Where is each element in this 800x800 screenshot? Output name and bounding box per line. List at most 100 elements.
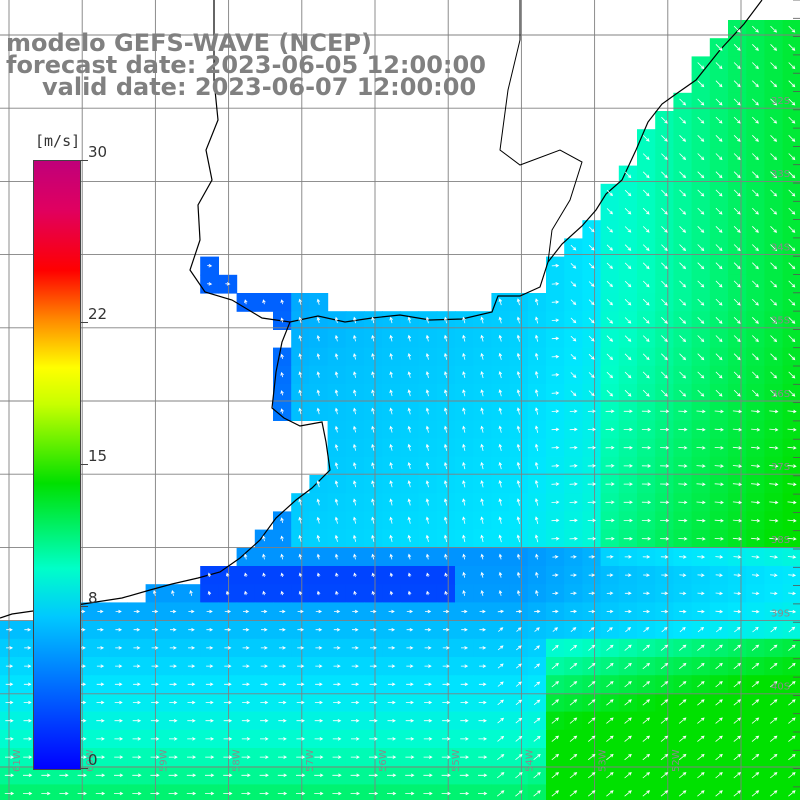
wind-arrow	[696, 500, 706, 505]
wind-arrow	[697, 226, 705, 233]
wind-arrow	[296, 755, 306, 759]
wind-arrow	[151, 627, 159, 632]
wind-arrow	[570, 244, 577, 251]
wind-arrow	[241, 737, 251, 741]
wind-arrow	[515, 609, 523, 614]
wind-arrow	[480, 389, 484, 397]
colorbar-tick-label: 0	[88, 751, 98, 769]
wind-arrow	[661, 226, 668, 233]
wind-arrow	[207, 263, 213, 268]
wind-arrow	[660, 644, 669, 651]
wind-arrow	[497, 681, 504, 687]
wind-arrow	[498, 407, 502, 415]
wind-arrow	[551, 644, 559, 651]
wind-arrow	[696, 537, 706, 541]
wind-arrow	[751, 537, 761, 541]
speed-cell	[709, 748, 729, 767]
wind-arrow	[661, 609, 669, 614]
wind-arrow	[715, 335, 723, 343]
wind-arrow	[733, 25, 741, 33]
wind-arrow	[480, 534, 484, 543]
wind-arrow	[333, 646, 341, 650]
speed-cell	[691, 748, 711, 767]
wind-arrow	[697, 335, 705, 343]
wind-arrow	[733, 116, 741, 124]
wind-arrow	[5, 755, 15, 759]
wind-arrow	[480, 352, 484, 360]
wind-arrow	[426, 590, 430, 596]
wind-arrow	[498, 298, 503, 306]
wind-arrow	[715, 207, 723, 215]
wind-arrow	[97, 627, 104, 632]
wind-arrow	[515, 790, 523, 797]
colorbar-tick-label: 15	[88, 447, 108, 465]
wind-arrow	[478, 682, 487, 687]
wind-arrow	[587, 753, 596, 761]
speed-cell	[709, 784, 729, 800]
wind-arrow	[751, 409, 761, 414]
wind-arrow	[751, 555, 760, 559]
wind-arrow	[751, 446, 761, 450]
wind-arrow	[369, 755, 379, 759]
wind-arrow	[715, 153, 723, 161]
wind-arrow	[353, 443, 357, 451]
speed-cell	[746, 693, 765, 713]
wind-arrow	[389, 534, 393, 542]
wind-arrow	[752, 244, 759, 252]
speed-cell	[673, 748, 693, 767]
wind-arrow	[787, 537, 797, 541]
wind-arrow	[353, 353, 357, 360]
wind-arrow	[788, 662, 796, 670]
speed-cell	[527, 675, 547, 694]
wind-arrow	[314, 791, 324, 796]
wind-arrow	[334, 389, 339, 397]
wind-arrow	[715, 262, 723, 270]
wind-arrow	[733, 44, 741, 51]
wind-arrow	[715, 389, 723, 397]
wind-arrow	[498, 316, 503, 324]
wind-arrow	[280, 353, 284, 360]
wind-arrow	[715, 280, 723, 288]
wind-arrow	[678, 536, 688, 541]
wind-arrow	[733, 735, 742, 742]
wind-arrow	[444, 371, 448, 379]
wind-arrow	[588, 226, 595, 233]
wind-arrow	[150, 718, 160, 723]
wind-arrow	[114, 737, 124, 741]
speed-cell	[618, 620, 638, 640]
wind-arrow	[371, 516, 375, 524]
wind-arrow	[407, 316, 412, 324]
wind-arrow	[332, 773, 342, 778]
wind-arrow	[152, 609, 159, 614]
wind-arrow	[570, 299, 577, 306]
wind-arrow	[769, 609, 778, 614]
longitude-label: 59W	[158, 749, 169, 772]
wind-arrow	[535, 589, 539, 597]
speed-cell	[655, 638, 674, 658]
wind-arrow	[407, 534, 411, 542]
wind-arrow	[641, 445, 652, 450]
wind-arrow	[459, 791, 470, 796]
wind-arrow	[298, 298, 302, 305]
wind-arrow	[441, 773, 451, 778]
wind-arrow	[605, 464, 615, 468]
wind-arrow	[606, 244, 613, 251]
wind-arrow	[642, 280, 650, 288]
wind-arrow	[569, 644, 578, 651]
wind-arrow	[696, 464, 706, 468]
speed-cell	[546, 657, 565, 676]
wind-arrow	[334, 353, 339, 360]
wind-arrow	[788, 681, 796, 688]
wind-arrow	[5, 718, 14, 723]
wind-arrow	[769, 482, 779, 487]
speed-cell	[400, 784, 420, 800]
speed-cell	[782, 129, 800, 148]
speed-cell	[673, 620, 693, 640]
wind-arrow	[534, 516, 539, 525]
speed-cell	[782, 293, 800, 312]
speed-cell	[491, 711, 511, 731]
wind-arrow	[497, 663, 504, 669]
wind-arrow	[642, 189, 650, 197]
wind-arrow	[752, 317, 759, 324]
wind-arrow	[516, 316, 521, 324]
